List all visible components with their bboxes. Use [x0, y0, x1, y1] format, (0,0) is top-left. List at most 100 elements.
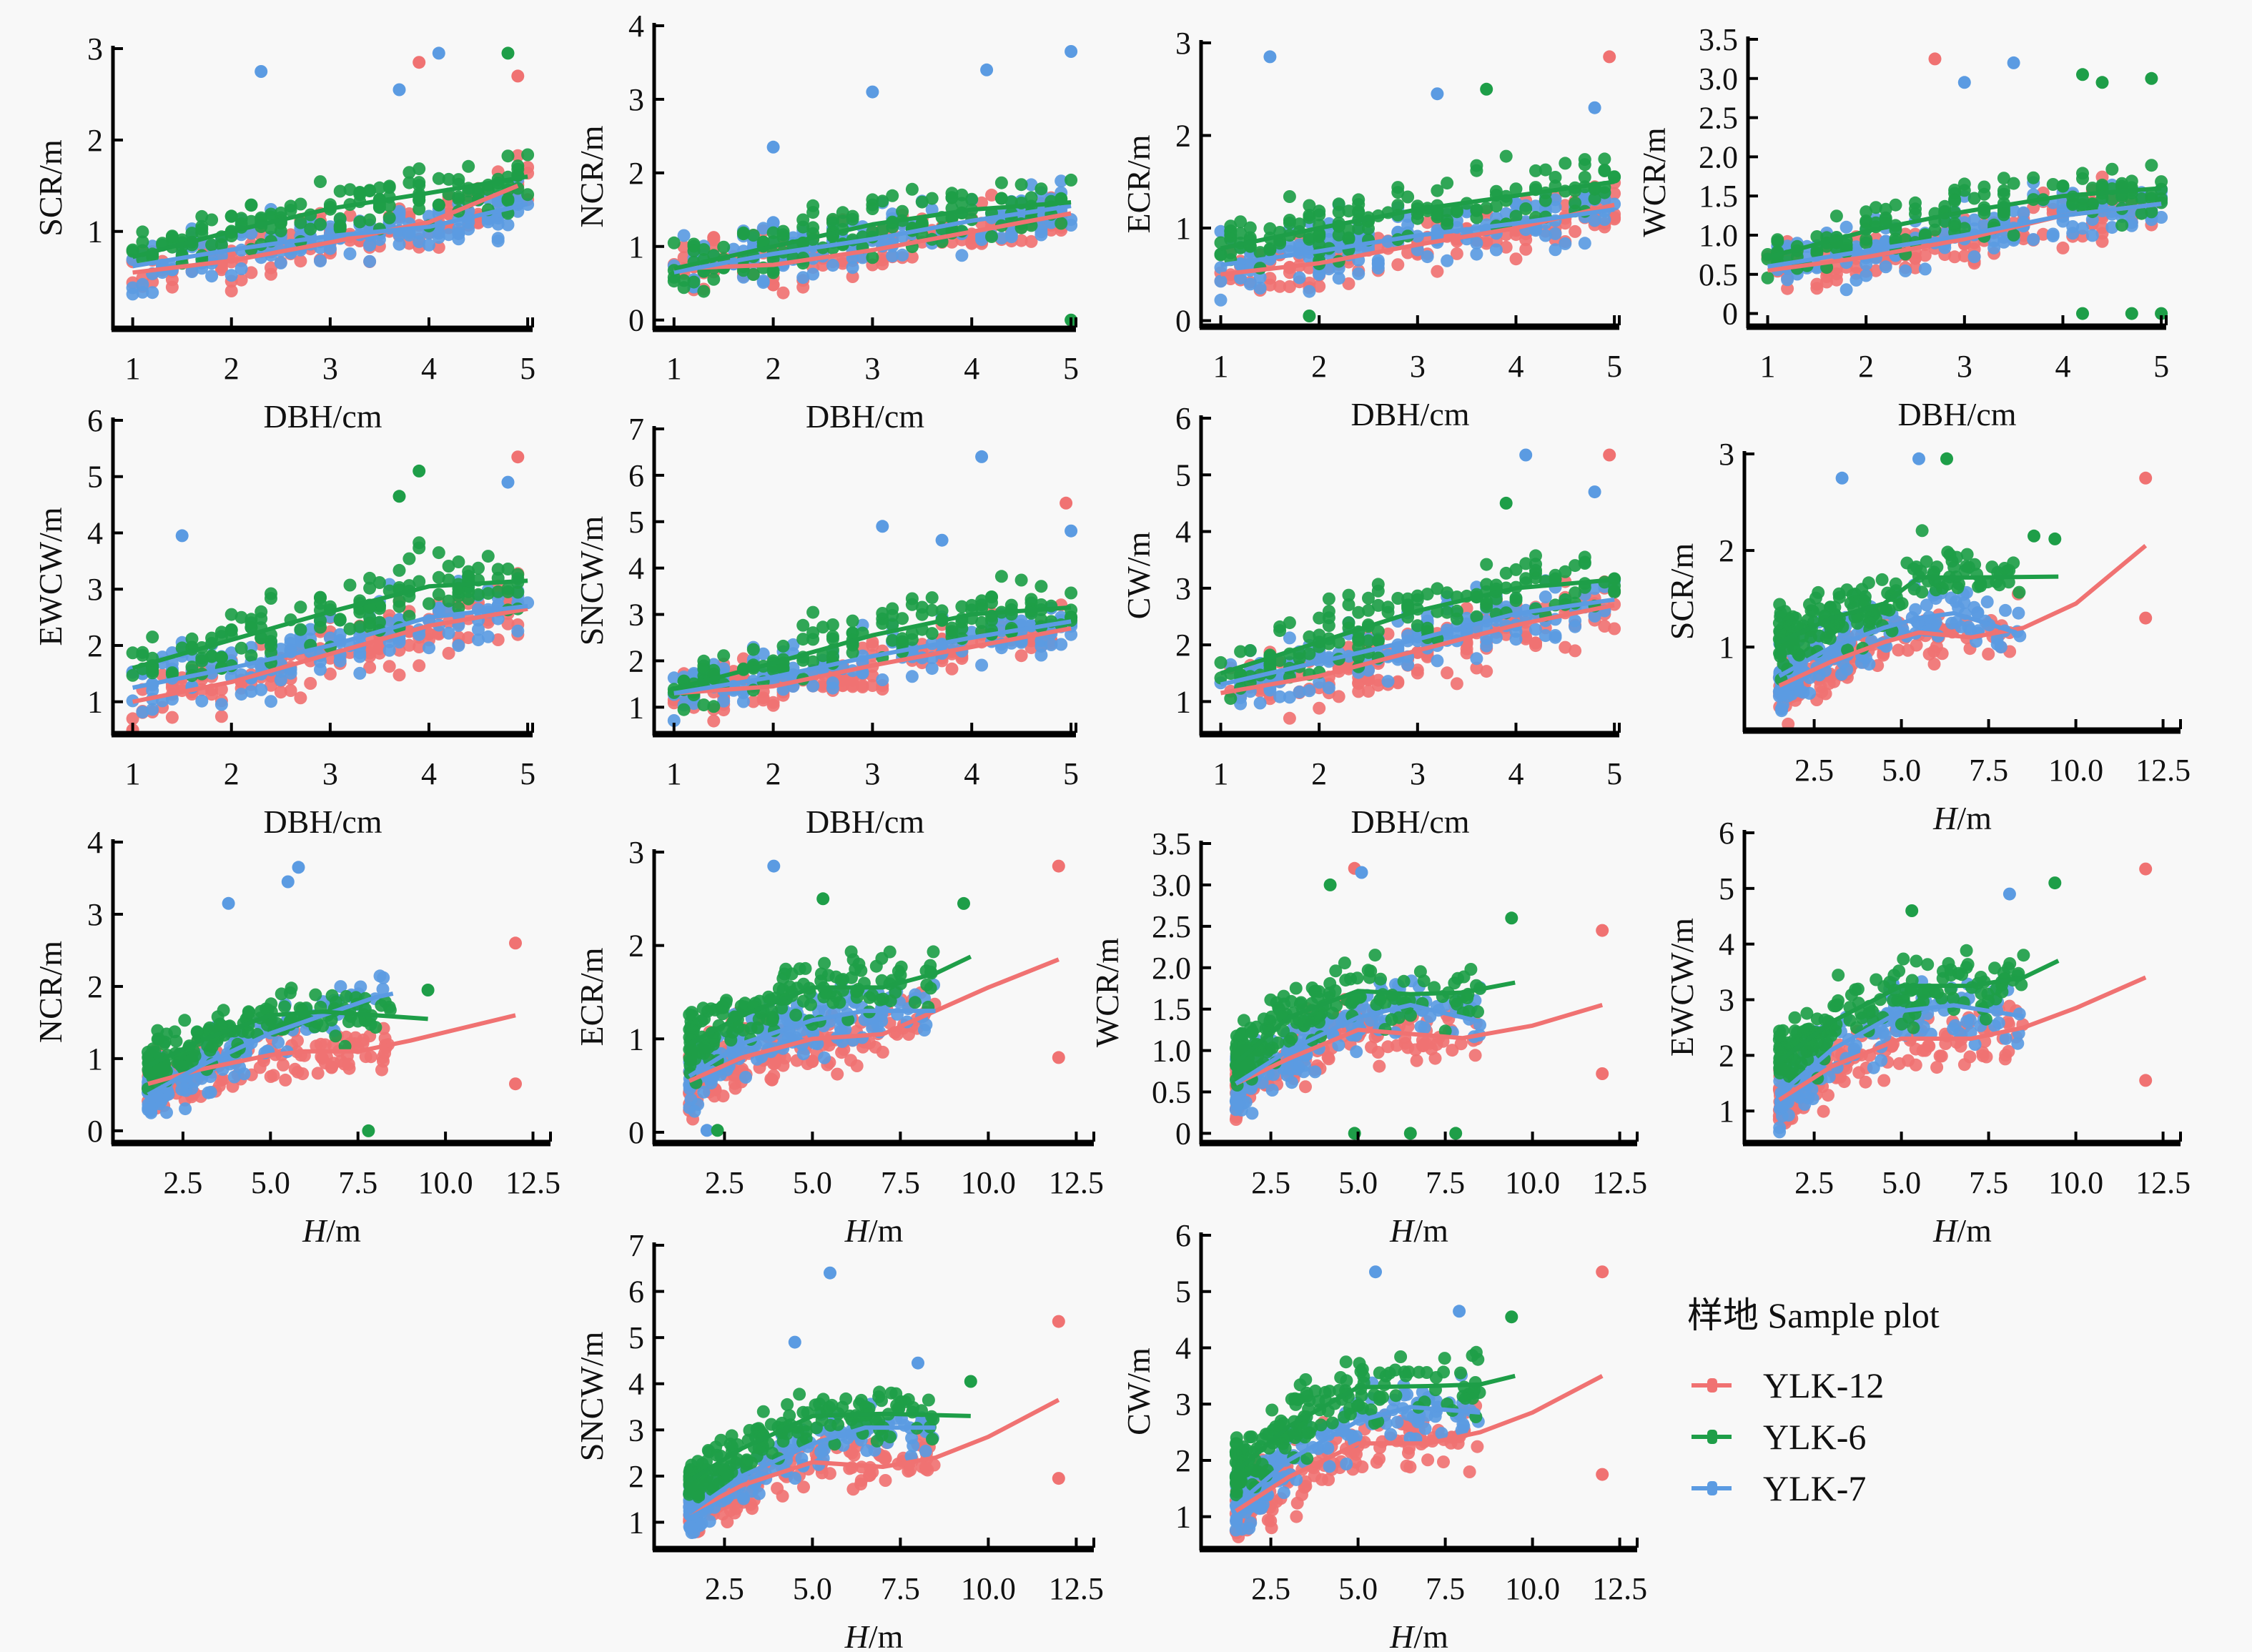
y-tick-label: 6 — [87, 403, 103, 438]
point-ylk-7 — [1450, 214, 1463, 227]
point-ylk-7 — [925, 662, 939, 676]
y-tick-label: 1 — [1719, 630, 1734, 665]
y-tick-label: 1.0 — [1699, 218, 1738, 253]
point-ylk-7 — [1034, 648, 1048, 662]
point-ylk-6 — [854, 964, 868, 977]
y-tick-label: 1 — [628, 229, 644, 264]
point-ylk-7 — [175, 529, 189, 543]
point-ylk-7 — [392, 83, 406, 97]
point-ylk-6 — [1875, 573, 1889, 586]
point-ylk-7 — [1470, 237, 1483, 250]
point-ylk-6 — [866, 989, 879, 1002]
point-ylk-12 — [343, 209, 357, 222]
point-ylk-6 — [2135, 192, 2148, 205]
point-ylk-12 — [314, 1037, 327, 1051]
point-ylk-12 — [1313, 701, 1326, 715]
point-ylk-6 — [501, 585, 515, 598]
point-ylk-7 — [1578, 237, 1591, 250]
point-ylk-6 — [1578, 170, 1591, 184]
point-ylk-6 — [2155, 307, 2168, 320]
point-ylk-12 — [1608, 211, 1621, 224]
point-ylk-6 — [372, 181, 386, 194]
point-ylk-12 — [509, 936, 522, 950]
point-ylk-6 — [309, 988, 322, 1001]
point-ylk-12 — [1519, 233, 1533, 247]
y-tick-label: 5 — [628, 505, 644, 540]
point-ylk-6 — [1940, 452, 1953, 465]
point-ylk-7 — [265, 695, 277, 708]
point-ylk-7 — [323, 242, 337, 255]
point-ylk-7 — [1421, 250, 1434, 264]
trend-line-ylk-6 — [132, 174, 528, 259]
y-axis-title: ECR/m — [1120, 134, 1157, 233]
point-ylk-7 — [1839, 220, 1853, 234]
point-ylk-6 — [1411, 589, 1424, 603]
point-ylk-7 — [688, 1104, 701, 1118]
point-ylk-7 — [1999, 603, 2012, 617]
point-ylk-7 — [1588, 214, 1601, 227]
point-ylk-6 — [746, 643, 760, 656]
y-tick-label: 4 — [87, 515, 103, 550]
point-ylk-6 — [1480, 558, 1493, 571]
point-ylk-12 — [323, 667, 337, 681]
point-ylk-12 — [850, 1059, 864, 1072]
point-ylk-6 — [793, 962, 806, 976]
point-ylk-7 — [1214, 293, 1228, 307]
point-ylk-7 — [442, 228, 455, 242]
point-ylk-6 — [1928, 223, 1942, 237]
point-ylk-6 — [2145, 205, 2158, 219]
point-ylk-7 — [1441, 254, 1454, 267]
x-tick-label: 1 — [125, 756, 141, 791]
point-ylk-6 — [2046, 178, 2060, 191]
point-ylk-6 — [1332, 197, 1345, 211]
point-ylk-7 — [896, 248, 909, 262]
point-ylk-7 — [1840, 663, 1854, 676]
point-ylk-7 — [886, 249, 899, 263]
point-ylk-6 — [1569, 586, 1582, 600]
point-ylk-6 — [224, 209, 238, 223]
point-ylk-12 — [1909, 261, 1922, 274]
point-ylk-6 — [1977, 187, 1991, 201]
point-ylk-6 — [1509, 594, 1523, 608]
point-ylk-6 — [165, 229, 179, 243]
point-ylk-6 — [1509, 209, 1523, 223]
point-ylk-7 — [205, 269, 219, 283]
scatter-points — [683, 859, 1065, 1137]
point-ylk-6 — [1499, 149, 1513, 163]
x-tick-label: 3 — [864, 756, 880, 791]
point-ylk-7 — [1499, 207, 1513, 220]
point-ylk-6 — [736, 226, 750, 239]
y-tick-label: 0 — [1722, 297, 1738, 332]
scatter-points — [126, 450, 535, 738]
point-ylk-12 — [1820, 270, 1834, 283]
point-ylk-6 — [886, 189, 899, 202]
point-ylk-7 — [481, 215, 495, 229]
point-ylk-6 — [1303, 199, 1316, 212]
x-tick-label: 4 — [421, 756, 437, 791]
point-ylk-7 — [1912, 452, 1925, 465]
y-tick-label: 2 — [1175, 628, 1191, 663]
y-axis-title: SCR/m — [1664, 543, 1700, 640]
point-ylk-6 — [188, 1049, 202, 1062]
point-ylk-6 — [1322, 592, 1335, 605]
point-ylk-6 — [294, 197, 307, 211]
point-ylk-6 — [876, 607, 889, 620]
point-ylk-12 — [766, 278, 780, 292]
x-tick-label: 1 — [1213, 349, 1229, 384]
point-ylk-6 — [205, 213, 219, 227]
y-tick-label: 6 — [1175, 401, 1191, 436]
point-ylk-6 — [1243, 221, 1257, 234]
point-ylk-6 — [1391, 199, 1405, 212]
x-tick-label: 5 — [1063, 351, 1079, 386]
point-ylk-6 — [994, 176, 1008, 189]
point-ylk-6 — [1772, 616, 1786, 630]
point-ylk-6 — [744, 1022, 758, 1035]
point-ylk-6 — [724, 1034, 738, 1047]
y-tick-label: 1 — [1175, 684, 1191, 719]
point-ylk-7 — [2046, 229, 2060, 243]
point-ylk-6 — [994, 570, 1008, 583]
point-ylk-7 — [1549, 227, 1562, 240]
point-ylk-12 — [126, 712, 139, 726]
point-ylk-7 — [255, 683, 268, 696]
